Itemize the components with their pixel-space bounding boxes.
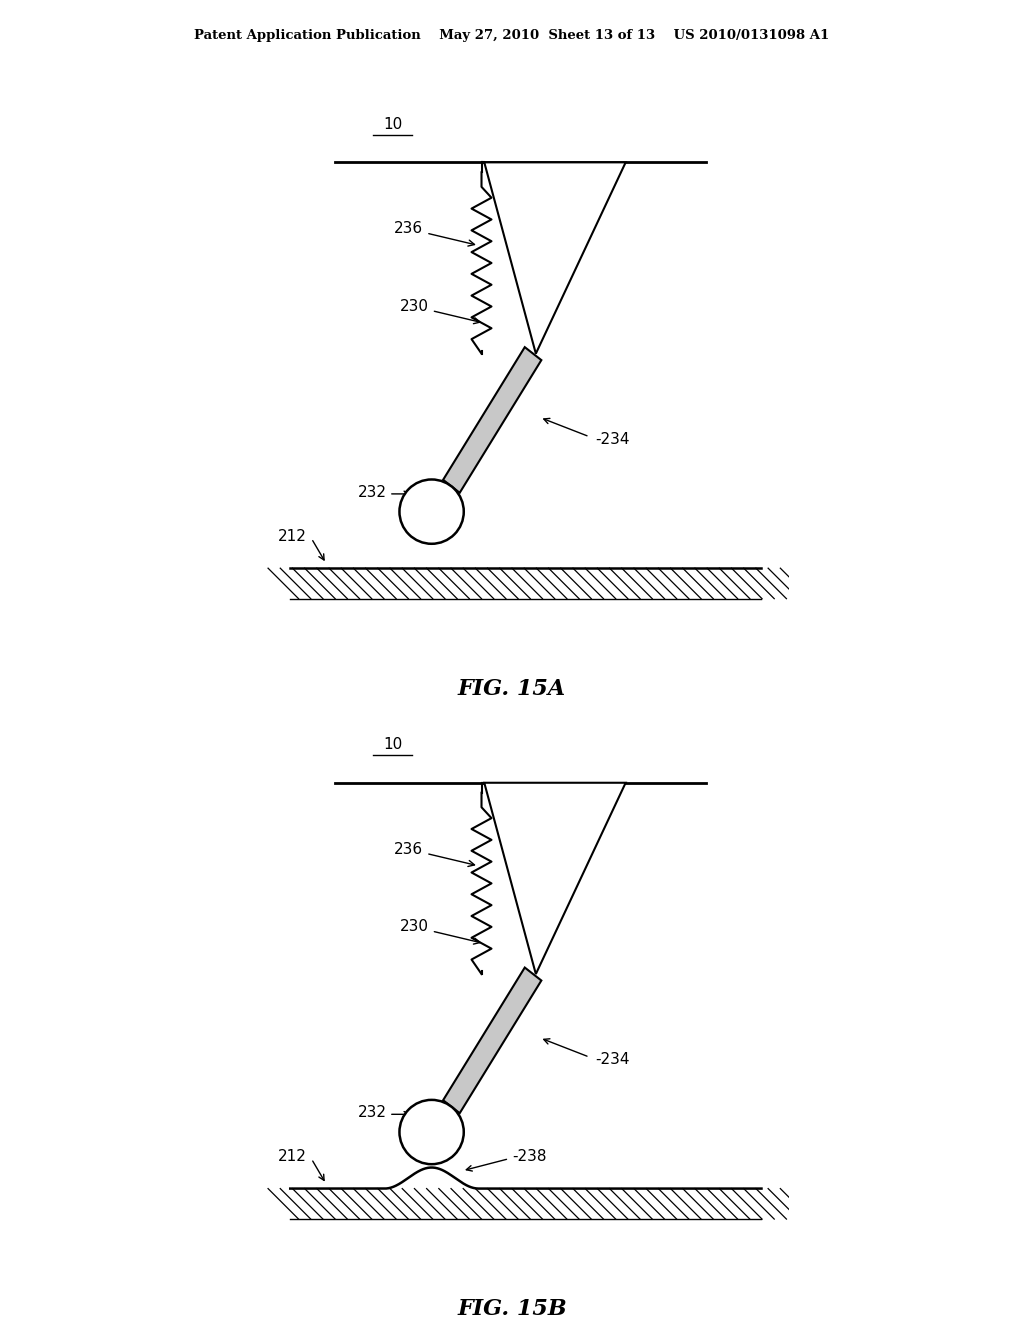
Text: 230: 230	[399, 300, 480, 323]
Bar	[290, 568, 762, 599]
Text: 10: 10	[383, 117, 402, 132]
Text: -234: -234	[595, 432, 630, 447]
Text: 230: 230	[399, 920, 480, 944]
Text: 236: 236	[394, 222, 474, 246]
Polygon shape	[484, 783, 626, 974]
Text: FIG. 15A: FIG. 15A	[458, 678, 566, 700]
Text: 212: 212	[278, 529, 307, 544]
Bar	[290, 1188, 762, 1220]
Polygon shape	[484, 162, 626, 354]
Polygon shape	[443, 968, 542, 1113]
Polygon shape	[443, 347, 542, 492]
Text: 212: 212	[278, 1150, 307, 1164]
Text: Patent Application Publication    May 27, 2010  Sheet 13 of 13    US 2010/013109: Patent Application Publication May 27, 2…	[195, 29, 829, 42]
Text: -234: -234	[595, 1052, 630, 1068]
Text: FIG. 15B: FIG. 15B	[457, 1299, 567, 1320]
Circle shape	[399, 1100, 464, 1164]
Text: 232: 232	[358, 1105, 387, 1121]
Text: 232: 232	[358, 484, 387, 500]
Text: 10: 10	[383, 738, 402, 752]
Text: 236: 236	[394, 842, 474, 866]
Circle shape	[399, 479, 464, 544]
Text: -238: -238	[512, 1150, 547, 1164]
